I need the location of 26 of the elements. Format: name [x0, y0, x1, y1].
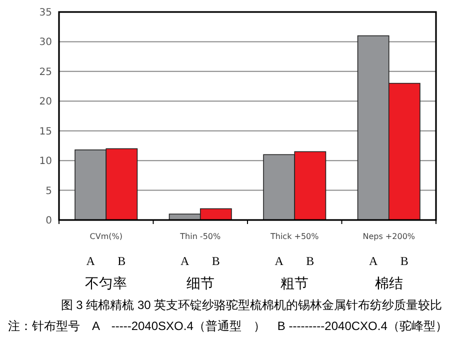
y-tick-label: 25: [39, 66, 52, 78]
y-tick-label: 20: [39, 96, 52, 108]
text: B: [212, 254, 220, 268]
text: 不匀率: [85, 275, 128, 291]
y-tick-label: 0: [46, 216, 52, 226]
text: A: [274, 254, 284, 268]
x-tick-label: Thin -50%: [179, 232, 221, 241]
y-tick-label: 30: [39, 37, 52, 48]
text: 细节: [186, 275, 214, 291]
text: 注：针布型号 A -----2040SXO.4（普通型 ） B ---------2040CXO.4（驼峰型）: [8, 319, 448, 333]
x-tick-label: Thick +50%: [270, 232, 320, 241]
text: B: [400, 254, 408, 268]
y-tick-label: 10: [39, 156, 52, 168]
x-tick-label: Neps +200%: [362, 232, 416, 241]
text: A: [180, 254, 190, 268]
text: B: [118, 254, 126, 268]
text: 粗节: [280, 275, 309, 291]
y-tick-label: 5: [46, 186, 52, 197]
y-tick-label: 15: [39, 126, 52, 138]
text: A: [368, 254, 378, 268]
text: 图 3 纯棉精梳 30 英支环锭纱骆驼型梳棉机的锡林金属针布纺纱质量较比: [60, 298, 442, 312]
x-tick-label: CVm(%): [90, 232, 122, 241]
y-tick-label: 35: [39, 8, 52, 18]
text: 棉结: [374, 275, 403, 291]
text: B: [306, 254, 314, 268]
text: A: [86, 254, 96, 268]
